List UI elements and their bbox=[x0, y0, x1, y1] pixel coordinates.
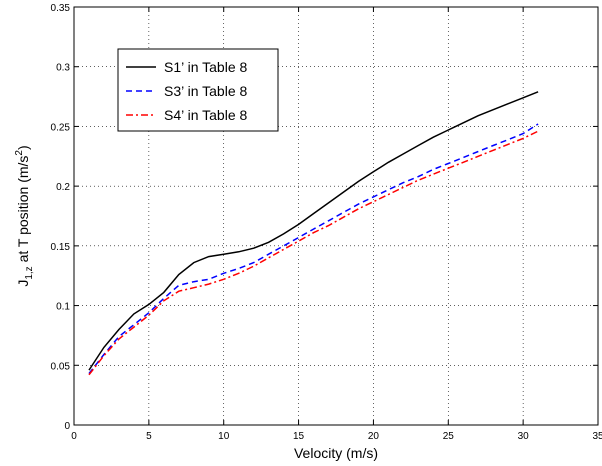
x-tick-label: 15 bbox=[293, 431, 305, 442]
series-line-3 bbox=[88, 130, 539, 376]
y-tick-label: 0 bbox=[64, 421, 70, 432]
plot-area-frame bbox=[73, 6, 599, 426]
y-axis-label-end: ) bbox=[15, 145, 31, 150]
x-tick-label: 10 bbox=[218, 431, 230, 442]
legend: S1’ in Table 8 S3’ in Table 8 S4’ in Table… bbox=[117, 48, 279, 132]
y-tick-label: 0.05 bbox=[51, 361, 71, 372]
y-axis-label-mid: at T position (m/s bbox=[15, 156, 31, 267]
y-axis-label-sub: 1,z bbox=[24, 266, 35, 279]
y-tick-label: 0.1 bbox=[56, 302, 70, 313]
y-tick-label: 0.3 bbox=[56, 63, 70, 74]
x-axis-label: Velocity (m/s) bbox=[294, 445, 378, 461]
x-tick-label: 20 bbox=[368, 431, 380, 442]
legend-label-2: S3’ in Table 8 bbox=[164, 83, 247, 99]
y-axis-label-main: J bbox=[15, 280, 31, 287]
y-tick-label: 0.15 bbox=[51, 242, 71, 253]
series-lines bbox=[88, 91, 539, 376]
x-tick-label: 25 bbox=[443, 431, 455, 442]
legend-label-1: S1’ in Table 8 bbox=[164, 59, 247, 75]
y-axis-label: J1,z at T position (m/s2) bbox=[14, 145, 35, 286]
x-tick-label: 30 bbox=[518, 431, 530, 442]
axis-ticks bbox=[73, 6, 599, 426]
grid-lines bbox=[74, 7, 598, 425]
y-tick-label: 0.2 bbox=[56, 182, 70, 193]
series-line-2 bbox=[88, 123, 539, 375]
x-tick-label: 0 bbox=[71, 431, 77, 442]
legend-label-3: S4’ in Table 8 bbox=[164, 107, 247, 123]
series-line-1 bbox=[88, 91, 539, 371]
y-axis-label-sup: 2 bbox=[14, 150, 25, 156]
y-tick-labels: 0 0.05 0.1 0.15 0.2 0.25 0.3 0.35 bbox=[51, 3, 71, 432]
y-tick-label: 0.35 bbox=[51, 3, 71, 14]
x-tick-labels: 0 5 10 15 20 25 30 35 bbox=[71, 431, 602, 442]
x-tick-label: 5 bbox=[146, 431, 152, 442]
legend-box bbox=[117, 48, 279, 132]
x-tick-label: 35 bbox=[592, 431, 602, 442]
y-tick-label: 0.25 bbox=[51, 122, 71, 133]
